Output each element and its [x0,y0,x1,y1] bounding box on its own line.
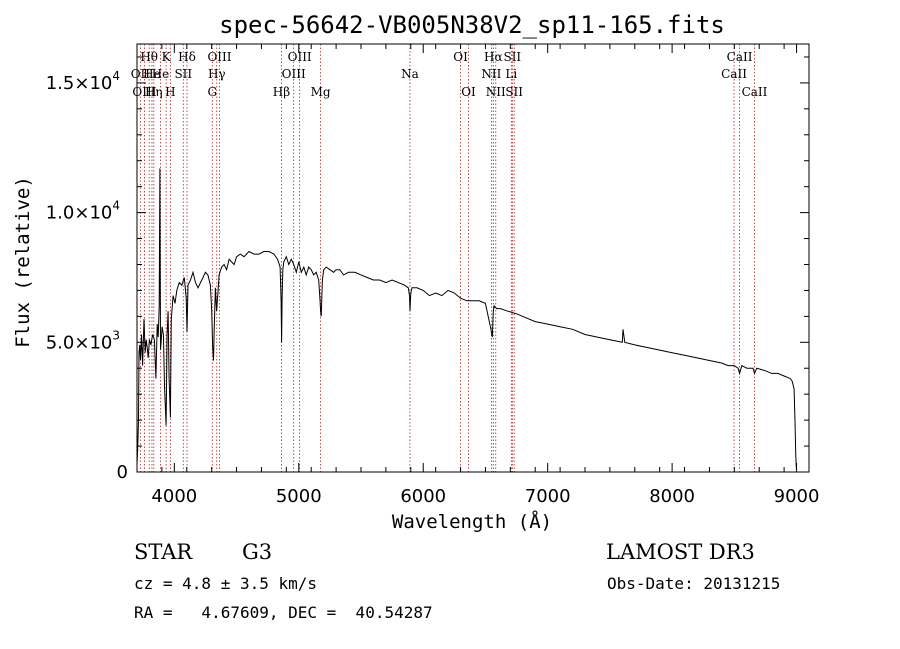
y-tick-label-3: 1.5×104 [46,69,120,94]
line-label-7: H [165,85,175,99]
y-axis-label: Flux (relative) [12,176,34,348]
coordinates-readout: RA = 4.67609, DEC = 40.54287 [134,603,433,622]
line-label-2: OIII [132,85,156,99]
y-tick-label-1: 5.0×103 [46,328,120,353]
line-label-20: Hα [484,50,503,64]
line-label-3: He [143,67,161,81]
line-label-14: OIII [288,50,312,64]
observation-date: Obs-Date: 20131215 [607,574,781,593]
x-tick-label-0: 4000 [151,486,197,507]
line-label-0: Hθ [140,50,158,64]
line-label-23: SII [503,50,521,64]
line-label-6: He [152,67,170,81]
y-tick-label-2: 1.0×104 [46,199,120,224]
line-label-15: OIII [282,67,306,81]
x-tick-label-2: 6000 [400,486,446,507]
x-axis-ticks: 4000 5000 6000 7000 8000 9000 [136,44,820,507]
line-label-24: Li [505,67,517,81]
y-axis-ticks: 0 5.0×103 1.0×104 1.5×104 [46,56,809,483]
line-label-1: OII [131,67,151,81]
x-tick-label-3: 7000 [525,486,571,507]
line-label-28: CaII [742,85,768,99]
line-label-5: K [162,50,172,64]
line-label-21: NII [481,67,501,81]
line-label-13: Hβ [273,85,290,99]
line-label-18: OI [453,50,468,64]
line-label-25: SII [505,85,523,99]
line-label-12: G [207,85,217,99]
line-label-22: NII [486,85,506,99]
line-label-11: Hγ [208,67,226,81]
line-label-27: CaII [721,67,747,81]
spectral-line-markers [139,44,755,472]
line-label-17: Na [401,67,419,81]
line-label-8: SII [174,67,192,81]
survey-name: LAMOST DR3 [606,540,755,564]
plot-frame [136,43,810,473]
chart-title: spec-56642-VB005N38V2_sp11-165.fits [219,11,725,39]
spectrum-line [136,168,797,470]
line-label-16: Mg [311,85,331,99]
line-label-9: Hδ [178,50,196,64]
x-axis-label: Wavelength (Å) [392,510,552,533]
line-label-19: OI [461,85,476,99]
x-tick-label-4: 8000 [649,486,695,507]
y-tick-exponent-3: 4 [112,69,120,83]
y-tick-exponent-2: 4 [112,199,120,213]
object-class: STAR [134,540,193,564]
object-subclass: G3 [242,540,273,564]
velocity-readout: cz = 4.8 ± 3.5 km/s [134,574,318,593]
y-tick-label-0: 0 [117,462,128,483]
line-label-10: OIII [207,50,231,64]
y-tick-exponent-1: 3 [112,328,120,342]
line-label-4: Hη [145,85,163,99]
x-tick-label-1: 5000 [276,486,322,507]
x-tick-label-5: 9000 [774,486,820,507]
line-label-26: CaII [727,50,753,64]
